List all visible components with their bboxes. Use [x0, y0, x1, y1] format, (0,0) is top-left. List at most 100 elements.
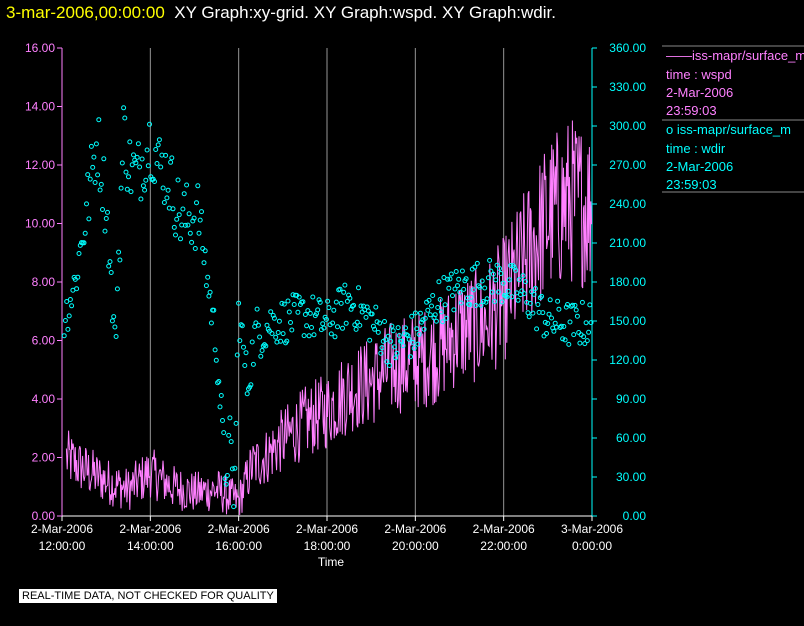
wdir-point: [181, 191, 187, 197]
wdir-point: [301, 333, 307, 339]
wdir-point: [438, 309, 444, 315]
wdir-point: [420, 317, 426, 323]
right-tick-label: 180.00: [609, 275, 646, 289]
wdir-point: [582, 341, 588, 347]
wdir-point: [587, 302, 593, 308]
wdir-point: [271, 315, 277, 321]
wdir-point: [244, 391, 250, 397]
wdir-point: [455, 283, 460, 289]
wdir-point: [189, 239, 195, 245]
wdir-point: [485, 275, 491, 281]
wdir-point: [84, 201, 89, 207]
wdir-point: [152, 179, 157, 184]
left-tick-label: 4.00: [32, 392, 56, 406]
wdir-point: [566, 341, 572, 347]
wdir-point: [203, 283, 209, 289]
wdir-point: [577, 340, 583, 346]
wdir-point: [410, 339, 416, 345]
wdir-point: [228, 439, 234, 445]
x-axis-title: Time: [318, 555, 345, 569]
wdir-point: [142, 187, 148, 193]
wdir-point: [178, 236, 183, 242]
x-tick-time: 22:00:00: [480, 539, 527, 553]
wdir-point: [268, 309, 274, 315]
wdir-point: [562, 337, 568, 343]
wdir-point: [229, 466, 235, 472]
wdir-point: [121, 105, 127, 111]
legend-wdir-time: time : wdir: [666, 141, 726, 156]
wdir-point: [187, 230, 193, 236]
wdir-point: [170, 206, 176, 212]
wdir-point: [584, 338, 590, 344]
wdir-point: [415, 341, 421, 347]
right-tick-label: 150.00: [609, 314, 646, 328]
wdir-point: [66, 313, 72, 319]
wdir-point: [295, 309, 301, 315]
wdir-point: [95, 172, 101, 178]
wdir-point: [532, 286, 538, 291]
x-tick-date: 2-Mar-2006: [31, 522, 93, 536]
wdir-point: [495, 289, 501, 295]
wdir-point: [191, 215, 197, 221]
wdir-point: [394, 350, 400, 356]
wdir-point: [171, 224, 177, 230]
wdir-point: [77, 242, 83, 248]
wdir-point: [194, 200, 199, 206]
wdir-point: [127, 139, 133, 145]
wdir-point: [106, 263, 112, 269]
wdir-point: [563, 304, 569, 310]
wdir-point: [109, 318, 115, 324]
wdir-point: [311, 332, 317, 338]
x-tick-date: 2-Mar-2006: [296, 522, 358, 536]
wdir-point: [561, 324, 567, 329]
wdir-point: [480, 299, 486, 304]
wdir-point: [205, 274, 211, 280]
wdir-point: [409, 313, 415, 319]
wdir-point: [200, 246, 206, 251]
wdir-point: [264, 322, 270, 328]
wdir-point: [122, 115, 128, 121]
wdir-point: [218, 393, 224, 398]
wdir-point: [81, 240, 87, 246]
wdir-point: [284, 338, 290, 344]
wdir-point: [388, 338, 394, 344]
wdir-point: [353, 326, 359, 332]
wdir-point: [217, 404, 223, 410]
wdir-point: [453, 269, 459, 274]
wdir-point: [448, 271, 454, 277]
wdir-point: [111, 314, 117, 320]
wdir-point: [530, 310, 536, 316]
wdir-point: [504, 294, 510, 300]
wdir-point: [138, 196, 144, 202]
wdir-point: [163, 152, 169, 158]
wdir-point: [309, 325, 314, 330]
wdir-point: [197, 217, 203, 223]
wdir-point: [306, 333, 312, 339]
wdir-point: [519, 288, 525, 294]
wdir-point: [259, 348, 265, 353]
wdir-point: [513, 267, 519, 273]
wdir-point: [199, 209, 204, 215]
wdir-point: [168, 159, 174, 165]
wdir-point: [85, 172, 91, 178]
wdir-point: [552, 320, 558, 326]
wdir-point: [195, 183, 201, 189]
wdir-point: [90, 164, 96, 170]
wdir-point: [471, 287, 476, 293]
x-tick-time: 12:00:00: [39, 539, 86, 553]
wdir-point: [231, 504, 237, 510]
wdir-point: [340, 325, 345, 331]
wdir-point: [97, 187, 103, 193]
legend-wspd-clock: 23:59:03: [666, 103, 717, 118]
wdir-point: [335, 324, 340, 330]
wdir-point: [226, 432, 232, 438]
wdir-point: [223, 481, 229, 487]
wdir-point: [467, 302, 473, 308]
wdir-point: [144, 147, 150, 153]
quality-disclaimer: REAL-TIME DATA, NOT CHECKED FOR QUALITY: [19, 589, 277, 603]
legend-wspd-time: time : wspd: [666, 67, 732, 82]
grid-layer: [61, 48, 593, 516]
wdir-point: [357, 322, 363, 328]
wdir-point: [112, 324, 118, 330]
wdir-point: [539, 293, 545, 299]
